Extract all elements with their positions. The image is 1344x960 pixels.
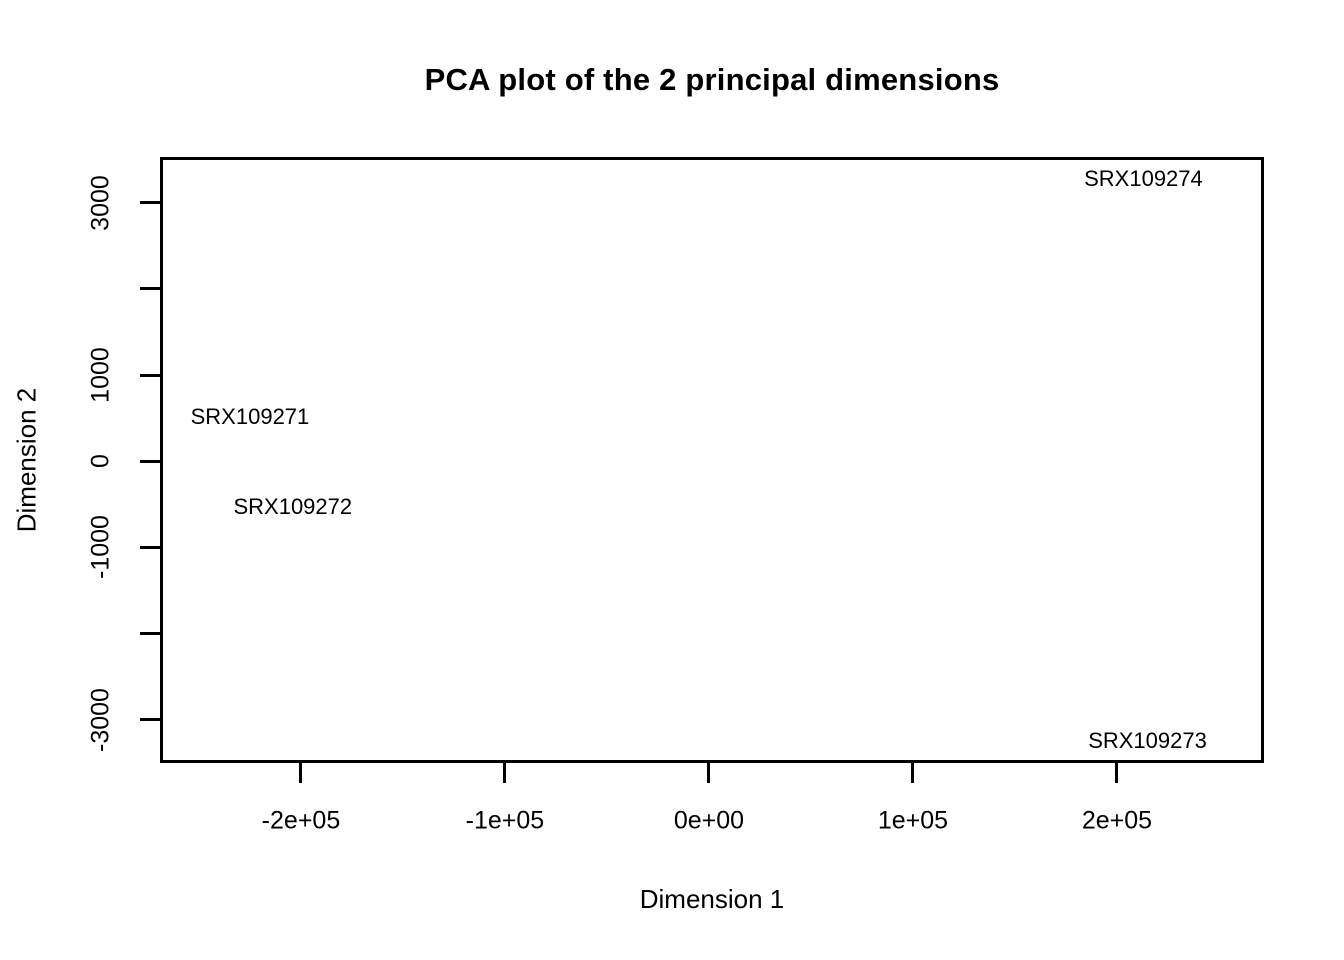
y-tick-mark <box>140 459 160 463</box>
sample-label: SRX109273 <box>1088 727 1207 753</box>
sample-label: SRX109272 <box>233 493 353 519</box>
x-tick-mark <box>911 763 915 783</box>
y-tick-mark <box>140 201 160 205</box>
x-tick-label: 0e+00 <box>673 806 745 835</box>
plot-area <box>160 157 1264 763</box>
x-tick-mark <box>707 763 711 783</box>
x-tick-label: 1e+05 <box>877 806 949 835</box>
x-tick-mark <box>503 763 507 783</box>
y-tick-label: 0 <box>86 454 115 469</box>
y-tick-mark <box>140 632 160 636</box>
y-tick-label: -1000 <box>86 515 115 580</box>
x-tick-mark <box>1115 763 1119 783</box>
y-tick-mark <box>140 287 160 291</box>
y-tick-label: -3000 <box>86 687 115 752</box>
y-tick-mark <box>140 718 160 722</box>
chart-title: PCA plot of the 2 principal dimensions <box>424 62 1000 97</box>
x-axis-title: Dimension 1 <box>639 884 785 914</box>
sample-label: SRX109274 <box>1084 166 1203 192</box>
y-tick-mark <box>140 545 160 549</box>
x-tick-mark <box>299 763 303 783</box>
y-tick-label: 1000 <box>86 347 115 403</box>
y-tick-label: 3000 <box>86 174 115 231</box>
sample-label: SRX109271 <box>190 404 310 430</box>
x-tick-label: 2e+05 <box>1081 806 1153 835</box>
y-axis-title: Dimension 2 <box>11 387 42 533</box>
y-tick-mark <box>140 373 160 377</box>
x-tick-label: -1e+05 <box>465 806 545 835</box>
x-tick-label: -2e+05 <box>261 806 341 835</box>
